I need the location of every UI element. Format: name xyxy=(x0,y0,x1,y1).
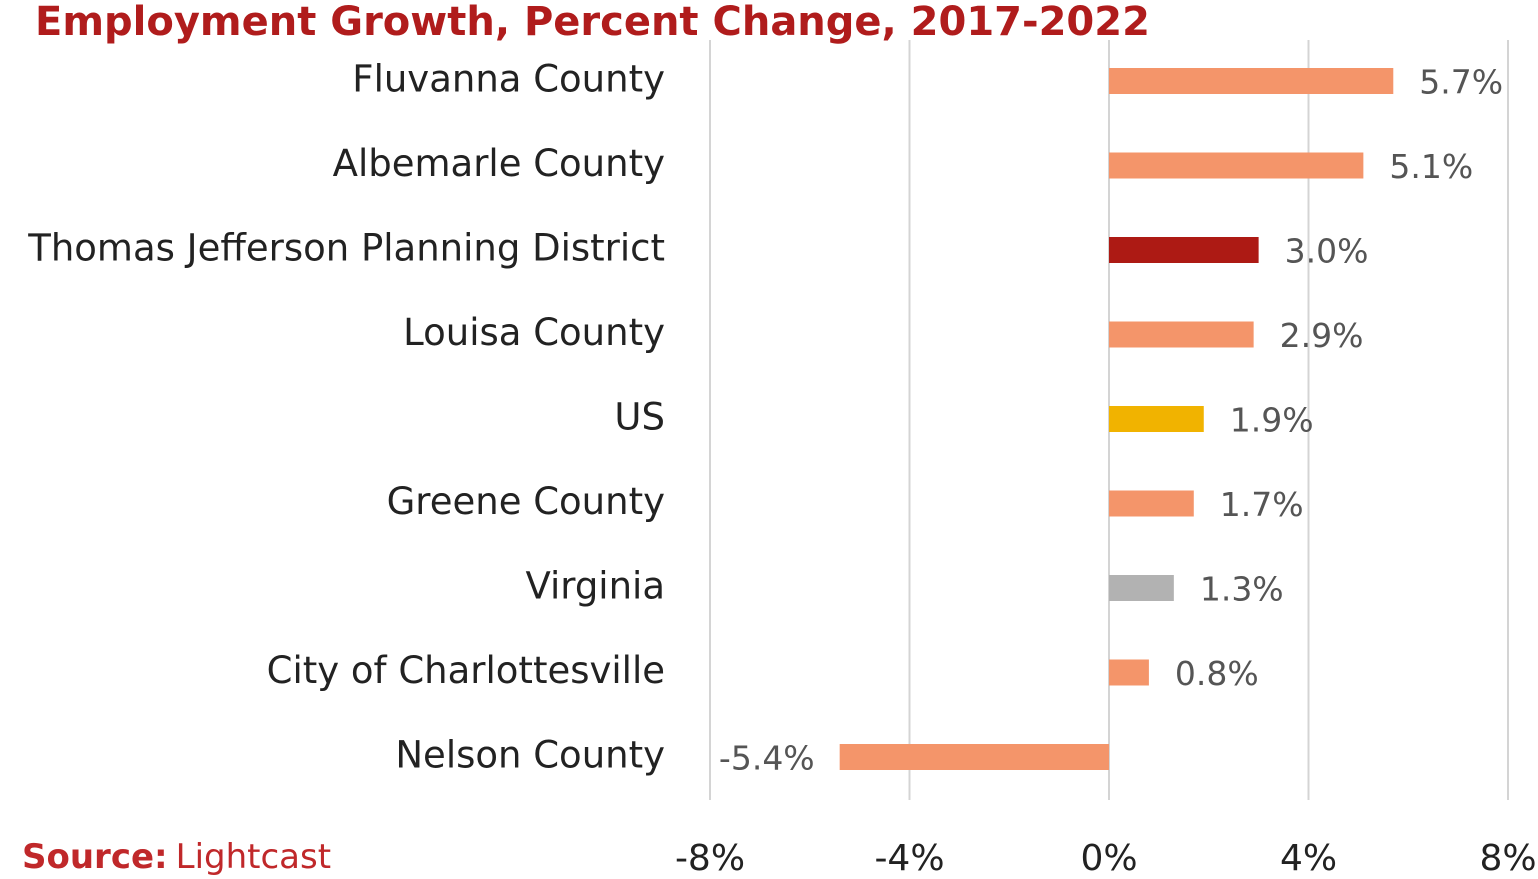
source-label: Source: xyxy=(22,837,168,877)
x-tick-label: 8% xyxy=(1479,838,1536,879)
value-label: 1.9% xyxy=(1230,401,1314,440)
value-label: 2.9% xyxy=(1280,316,1364,355)
bar xyxy=(1109,321,1254,348)
y-tick-label: US xyxy=(614,396,665,439)
value-label: 3.0% xyxy=(1285,232,1369,271)
x-tick-label: -8% xyxy=(675,838,745,879)
value-label: 0.8% xyxy=(1175,654,1259,693)
bar xyxy=(1109,490,1194,517)
x-tick-label: 4% xyxy=(1280,838,1337,879)
y-tick-label: Greene County xyxy=(387,480,665,523)
value-label: 1.7% xyxy=(1220,485,1304,524)
y-tick-label: City of Charlottesville xyxy=(267,649,665,692)
y-tick-label: Fluvanna County xyxy=(352,58,665,101)
bar xyxy=(1109,237,1259,263)
x-tick-label: 0% xyxy=(1080,838,1137,879)
value-label: 1.3% xyxy=(1200,570,1284,609)
y-tick-label: Thomas Jefferson Planning District xyxy=(27,227,665,270)
chart-title: Employment Growth, Percent Change, 2017-… xyxy=(35,0,1150,45)
y-tick-label: Virginia xyxy=(525,565,665,608)
y-tick-label: Louisa County xyxy=(403,311,665,354)
bar xyxy=(839,744,1109,770)
y-tick-label: Nelson County xyxy=(395,734,665,777)
y-tick-label: Albemarle County xyxy=(333,142,665,185)
bar xyxy=(1109,575,1174,601)
bar xyxy=(1109,68,1394,94)
bar xyxy=(1109,659,1149,686)
bar xyxy=(1109,152,1364,179)
value-label: 5.7% xyxy=(1419,63,1503,102)
x-tick-label: -4% xyxy=(874,838,944,879)
source-name: Lightcast xyxy=(176,837,331,877)
value-label: -5.4% xyxy=(719,739,815,778)
bar xyxy=(1109,406,1204,432)
value-label: 5.1% xyxy=(1389,147,1473,186)
source: Source: Lightcast xyxy=(22,837,331,877)
